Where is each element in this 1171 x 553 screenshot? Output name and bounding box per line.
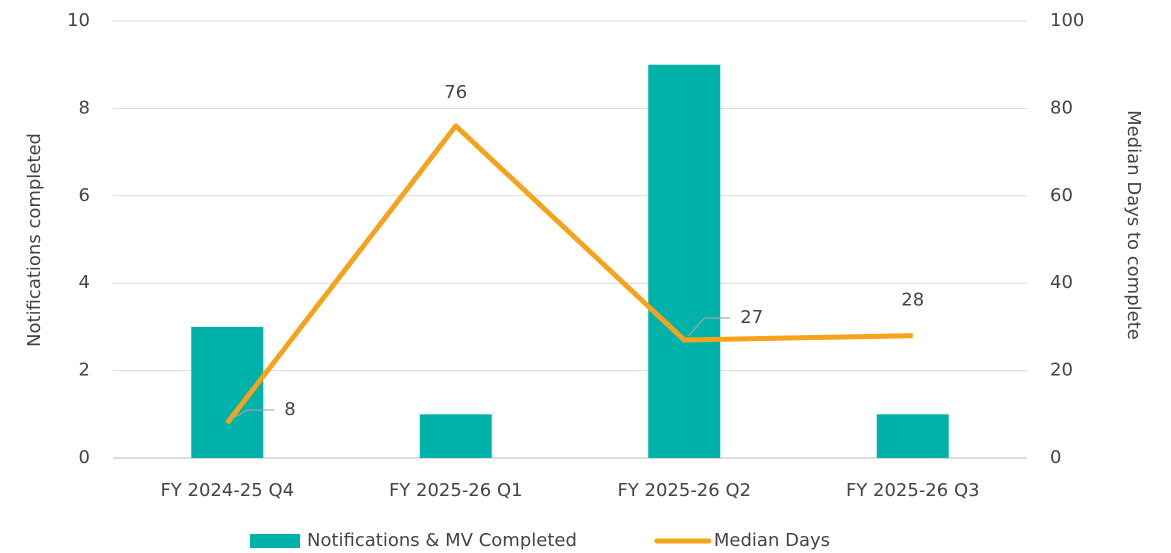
y-tick-label: 0 <box>79 447 90 468</box>
x-tick-label: FY 2024-25 Q4 <box>160 480 294 501</box>
y-axis-label: Notifications completed <box>24 133 45 347</box>
y-tick-label: 8 <box>79 97 90 118</box>
y-tick-label: 4 <box>79 272 90 293</box>
y2-tick-label: 80 <box>1050 97 1073 118</box>
data-label: 27 <box>740 307 763 328</box>
x-tick-label: FY 2025-26 Q2 <box>617 480 751 501</box>
bar <box>648 64 721 458</box>
data-label: 8 <box>284 399 295 420</box>
y2-tick-label: 20 <box>1050 360 1073 381</box>
y-tick-label: 2 <box>79 360 90 381</box>
y2-axis-label: Median Days to complete <box>1123 110 1144 340</box>
leader-line <box>687 317 731 337</box>
x-tick-label: FY 2025-26 Q1 <box>389 480 523 501</box>
line <box>225 123 913 425</box>
legend-label: Median Days <box>714 530 830 551</box>
y2-tick-label: 40 <box>1050 272 1073 293</box>
legend-swatch <box>250 534 300 548</box>
leader-line <box>230 409 275 420</box>
y2-tick-label: 100 <box>1050 10 1084 31</box>
bar <box>419 414 492 458</box>
y2-tick-label: 0 <box>1050 447 1061 468</box>
y2-tick-label: 60 <box>1050 185 1073 206</box>
y-tick-label: 6 <box>79 185 90 206</box>
x-tick-label: FY 2025-26 Q3 <box>846 480 980 501</box>
legend-label: Notifications & MV Completed <box>307 530 577 551</box>
y-tick-label: 10 <box>67 10 90 31</box>
data-label: 76 <box>444 82 467 103</box>
data-label: 28 <box>901 290 924 311</box>
bar <box>876 414 949 458</box>
